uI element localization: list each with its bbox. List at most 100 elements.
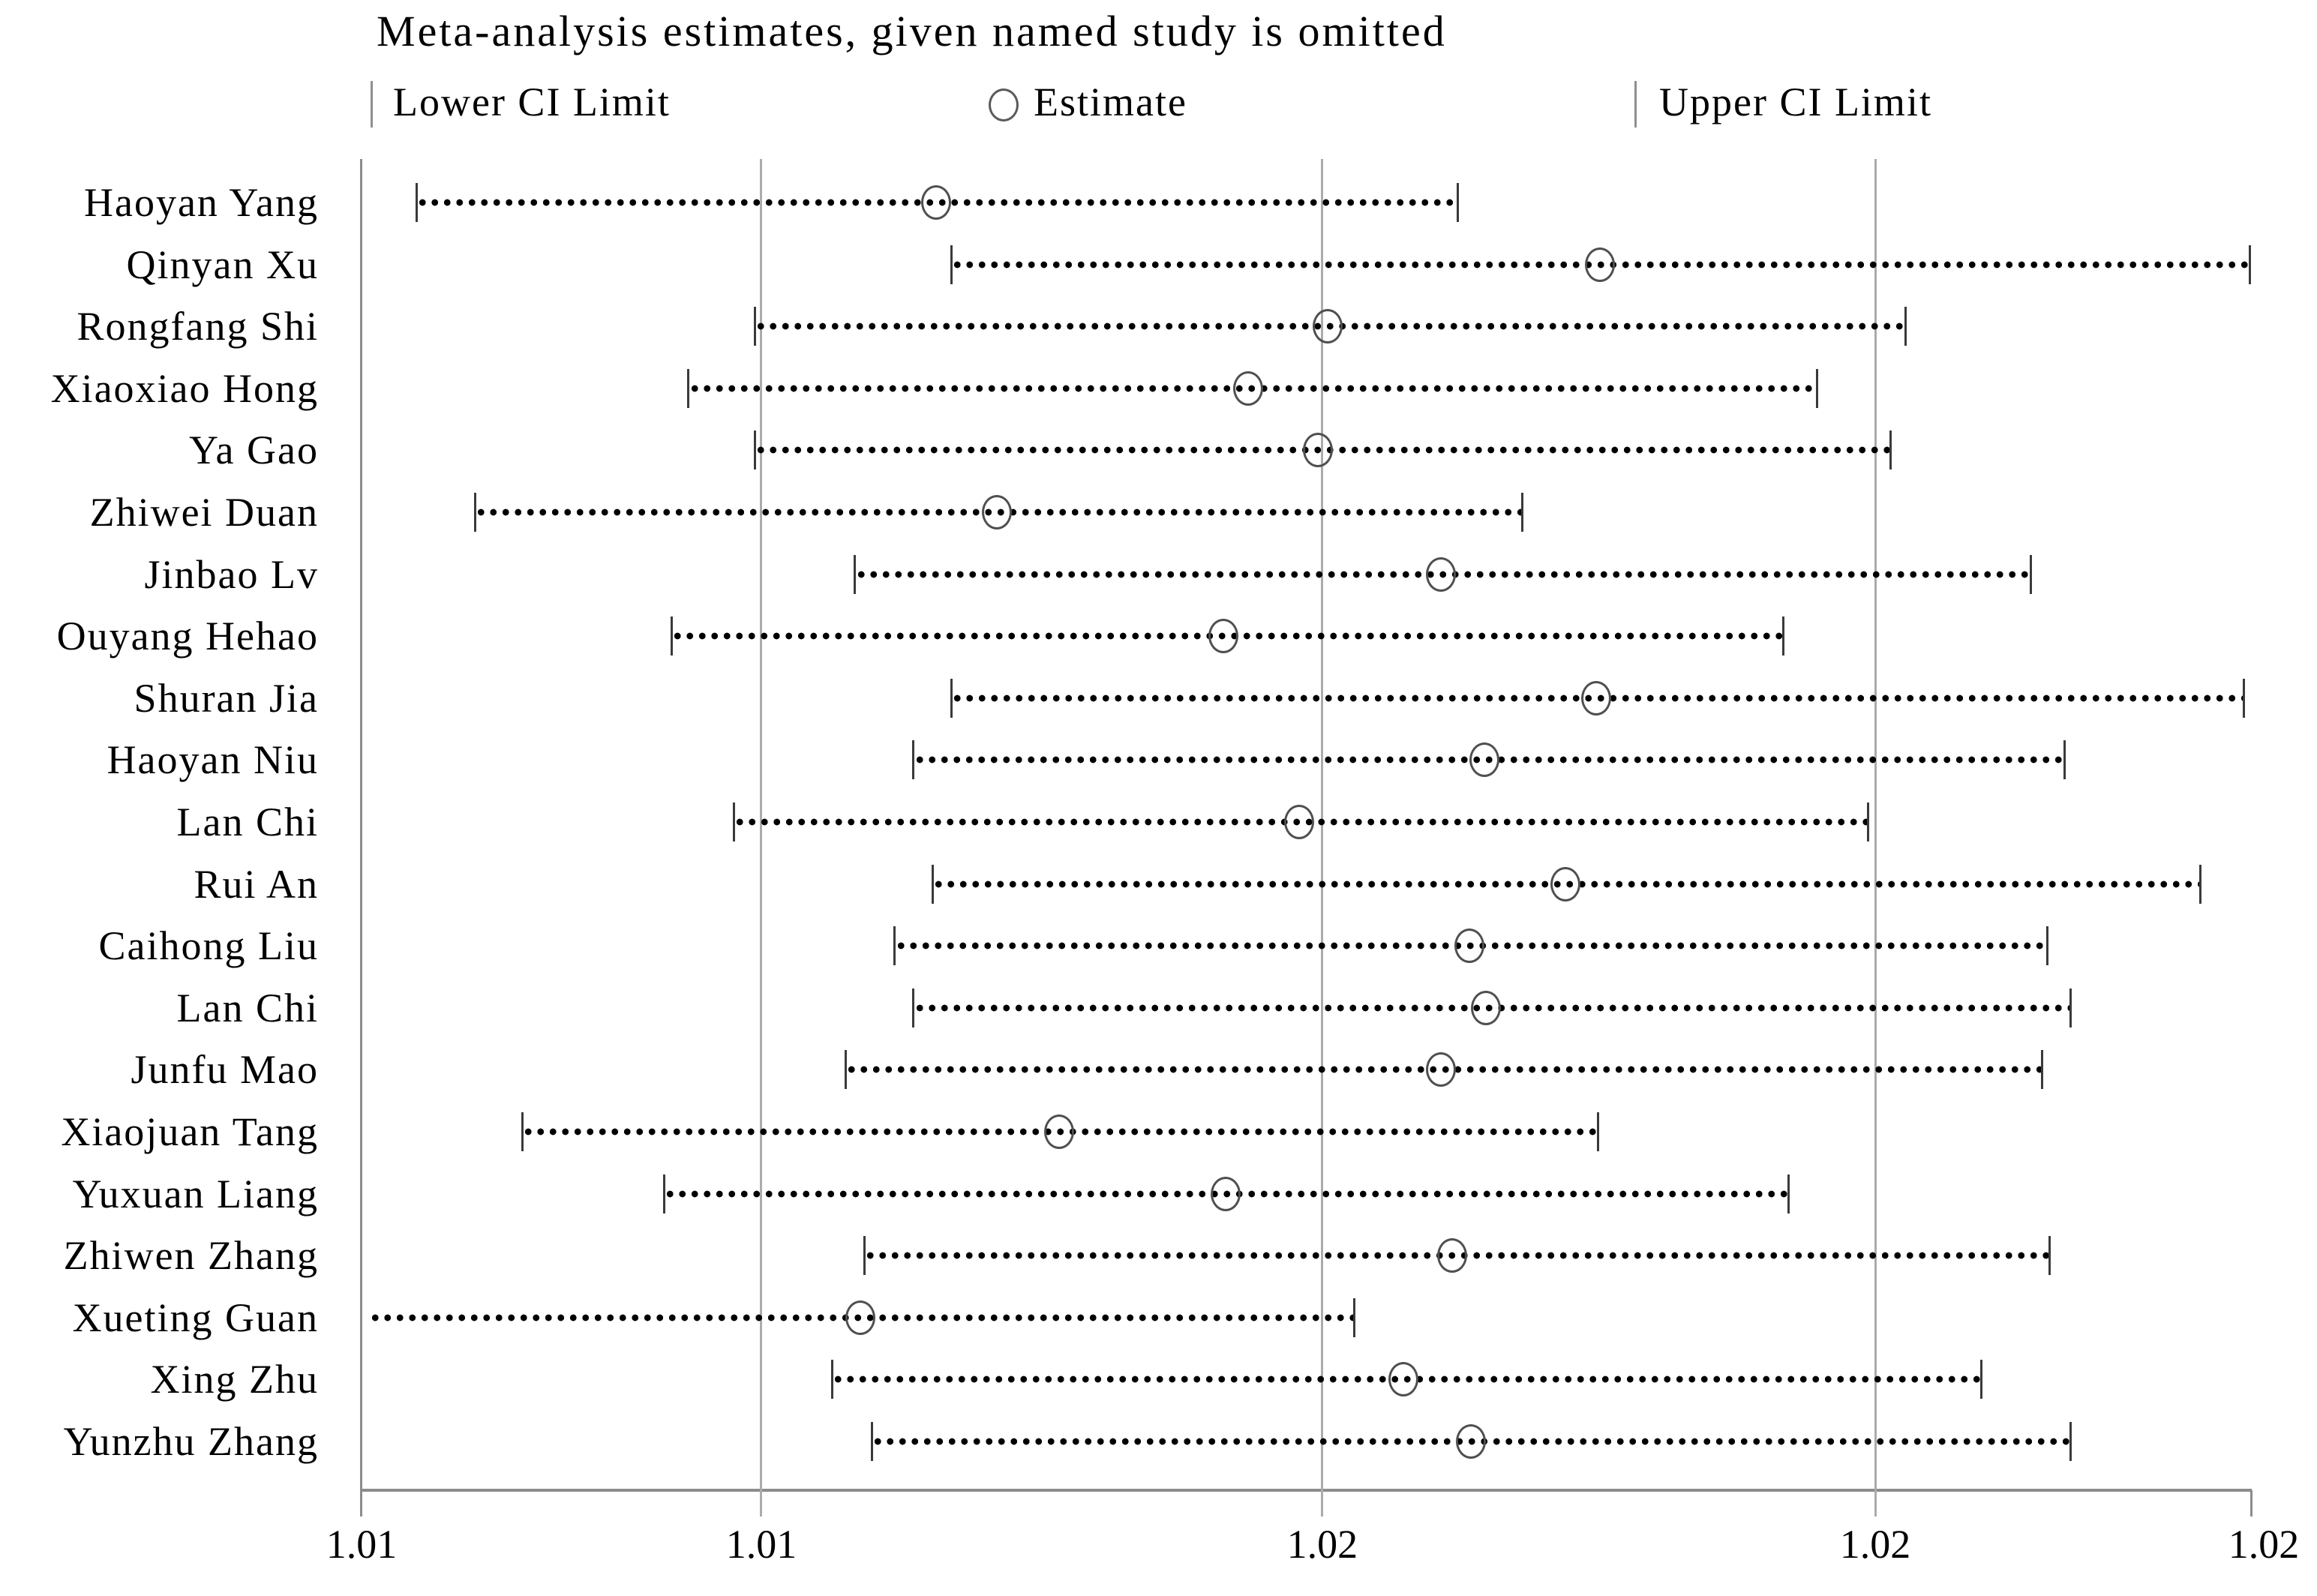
lower-ci-tick <box>854 554 857 594</box>
estimate-circle <box>1303 433 1334 468</box>
study-label: Haoyan Niu <box>107 737 319 783</box>
estimate-circle <box>981 495 1012 530</box>
study-label: Xing Zhu <box>150 1357 319 1402</box>
upper-ci-tick <box>2069 988 2072 1028</box>
study-label: Xueting Guan <box>72 1294 319 1340</box>
estimate-circle <box>1425 556 1456 592</box>
lower-ci-tick <box>950 678 953 718</box>
upper-ci-tick <box>2048 1236 2051 1276</box>
legend-lower-ci-label: Lower CI Limit <box>393 80 671 124</box>
upper-ci-tick <box>1815 368 1818 408</box>
lower-ci-tick <box>912 740 915 780</box>
study-label: Rui An <box>194 861 319 907</box>
study-label: Xiaojuan Tang <box>61 1109 319 1154</box>
lower-ci-tick <box>415 183 418 222</box>
estimate-circle <box>1471 990 1502 1025</box>
upper-ci-tick <box>2029 554 2032 594</box>
study-label: Haoyan Yang <box>84 180 319 225</box>
upper-ci-tick <box>2199 864 2202 904</box>
upper-ci-tick <box>2063 740 2066 780</box>
lower-ci-tick <box>893 926 896 966</box>
upper-ci-tick <box>1352 1298 1355 1337</box>
x-axis-line <box>361 1489 2252 1492</box>
study-label: Qinyan Xu <box>126 242 319 287</box>
upper-ci-tick <box>1596 1112 1599 1151</box>
y-axis-line <box>360 159 362 1516</box>
estimate-circle <box>1043 1114 1074 1149</box>
estimate-circle <box>1388 1362 1418 1397</box>
study-label: Yunzhu Zhang <box>63 1419 319 1464</box>
x-axis-right-tick <box>2250 1490 2252 1516</box>
x-tick-label: 1.02 <box>1839 1522 1911 1567</box>
study-label: Junfu Mao <box>131 1047 319 1093</box>
upper-ci-limit-marker-icon <box>1634 81 1637 128</box>
estimate-circle <box>921 185 952 220</box>
estimate-circle <box>1425 1052 1456 1088</box>
lower-ci-tick <box>662 1174 665 1214</box>
lower-ci-tick <box>687 368 690 408</box>
upper-ci-tick <box>1457 183 1460 222</box>
estimate-circle <box>1208 619 1239 654</box>
gridline <box>1321 159 1324 1516</box>
lower-ci-tick <box>753 307 756 346</box>
estimate-circle <box>1580 680 1611 716</box>
study-label: Xiaoxiao Hong <box>50 365 319 411</box>
upper-ci-tick <box>1520 493 1523 532</box>
estimate-circle <box>1210 1176 1241 1211</box>
study-label: Shuran Jia <box>134 675 319 721</box>
estimate-circle <box>1437 1238 1468 1274</box>
lower-ci-tick <box>670 616 673 656</box>
upper-ci-tick <box>1787 1174 1790 1214</box>
lower-ci-tick <box>950 244 953 284</box>
estimate-circle <box>1454 928 1484 964</box>
upper-ci-tick <box>1889 430 1892 470</box>
upper-ci-tick <box>2248 244 2251 284</box>
upper-ci-tick <box>2243 678 2246 718</box>
upper-ci-tick <box>1980 1360 1983 1400</box>
study-label: Caihong Liu <box>98 923 319 969</box>
study-label: Jinbao Lv <box>144 551 319 597</box>
upper-ci-tick <box>2069 1422 2072 1461</box>
study-label: Zhiwei Duan <box>89 490 319 535</box>
upper-ci-tick <box>1781 616 1784 656</box>
chart-title: Meta-analysis estimates, given named stu… <box>377 7 1447 56</box>
estimate-circle <box>1550 866 1581 902</box>
upper-ci-tick <box>1866 802 1869 842</box>
estimate-circle <box>1469 742 1499 778</box>
lower-ci-tick <box>863 1236 866 1276</box>
lower-ci-tick <box>931 864 934 904</box>
study-label: Lan Chi <box>176 985 319 1030</box>
upper-ci-tick <box>2046 926 2049 966</box>
estimate-circle <box>1312 309 1343 344</box>
study-label: Lan Chi <box>176 800 319 844</box>
lower-ci-tick <box>870 1422 873 1461</box>
x-tick-label: 1.01 <box>725 1522 797 1567</box>
lower-ci-tick <box>732 802 735 842</box>
x-tick-label: 1.01 <box>326 1522 398 1567</box>
gridline <box>760 159 763 1516</box>
study-label: Rongfang Shi <box>77 304 319 350</box>
lower-ci-tick <box>912 988 915 1028</box>
gridline <box>1874 159 1877 1516</box>
estimate-circle <box>1456 1424 1487 1459</box>
estimate-circle <box>1232 370 1263 406</box>
lower-ci-limit-marker-icon <box>371 81 373 128</box>
study-label: Ya Gao <box>188 428 319 473</box>
x-tick-label: 1.02 <box>1286 1522 1358 1567</box>
study-label: Yuxuan Liang <box>72 1171 319 1216</box>
legend-estimate-label: Estimate <box>1034 80 1187 124</box>
lower-ci-tick <box>473 493 476 532</box>
lower-ci-tick <box>521 1112 524 1151</box>
study-label: Ouyang Hehao <box>56 614 319 659</box>
estimate-marker-icon <box>989 88 1019 122</box>
lower-ci-tick <box>844 1050 847 1090</box>
estimate-circle <box>1283 805 1314 839</box>
estimate-circle <box>845 1300 876 1335</box>
study-label: Zhiwen Zhang <box>63 1233 319 1279</box>
upper-ci-tick <box>2040 1050 2043 1090</box>
lower-ci-tick <box>830 1360 833 1400</box>
x-tick-label: 1.02 <box>2228 1522 2300 1567</box>
legend-upper-ci-label: Upper CI Limit <box>1659 80 1932 124</box>
upper-ci-tick <box>1904 307 1907 346</box>
